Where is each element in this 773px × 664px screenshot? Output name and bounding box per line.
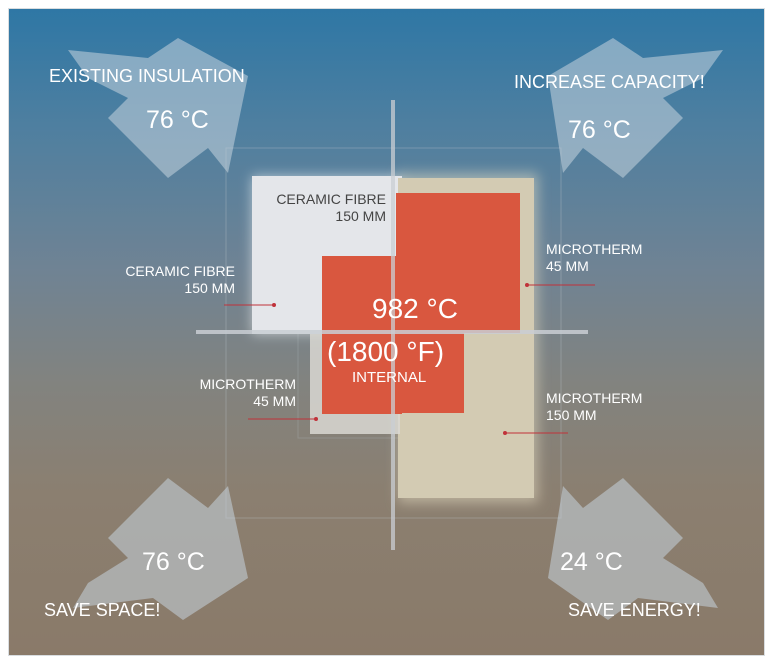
existing-insulation-title: EXISTING INSULATION	[49, 66, 245, 86]
arrow-top-left	[68, 38, 248, 178]
microtherm-left-name: MICROTHERM	[199, 376, 296, 392]
leader-lines	[224, 284, 595, 434]
ceramic-fibre-inner-thickness: 150 MM	[335, 208, 386, 224]
microtherm-right-bottom-thickness: 150 MM	[546, 407, 597, 423]
internal-temp-celsius: 982 °C	[372, 293, 458, 324]
microtherm-right-bottom-name: MICROTHERM	[546, 390, 643, 406]
ceramic-fibre-outer-name: CERAMIC FIBRE	[125, 263, 235, 279]
microtherm-right-top-thickness: 45 MM	[546, 258, 589, 274]
save-space-temp: 76 °C	[142, 548, 205, 576]
save-space-title: SAVE SPACE!	[44, 600, 161, 620]
microtherm-right-top-label: MICROTHERM 45 MM	[546, 241, 642, 275]
leader-dots	[272, 283, 529, 435]
internal-temp-fahrenheit: (1800 °F)	[327, 336, 445, 367]
internal-label: INTERNAL	[352, 369, 427, 386]
microtherm-left-label: MICROTHERM 45 MM	[158, 376, 296, 410]
microtherm-right-top-name: MICROTHERM	[546, 241, 643, 257]
save-energy-temp: 24 °C	[560, 548, 623, 576]
horizontal-divider	[196, 330, 588, 334]
ceramic-fibre-inner-name: CERAMIC FIBRE	[276, 191, 386, 207]
arrow-top-right	[548, 38, 723, 178]
hot-core-left	[322, 256, 402, 414]
increase-capacity-temp: 76 °C	[568, 116, 631, 144]
increase-capacity-title: INCREASE CAPACITY!	[514, 72, 705, 92]
existing-insulation-temp: 76 °C	[146, 106, 209, 134]
arrow-bottom-right	[548, 478, 718, 620]
ceramic-fibre-outer-thickness: 150 MM	[184, 280, 235, 296]
arrows	[68, 38, 723, 620]
diagram-graphics	[68, 38, 723, 620]
hot-core-bottom	[396, 333, 464, 413]
ceramic-fibre-outer-label: CERAMIC FIBRE 150 MM	[88, 263, 235, 297]
vertical-divider	[391, 100, 395, 550]
insulation-diagram: EXISTING INSULATION 76 °C INCREASE CAPAC…	[8, 8, 765, 656]
hot-core-top	[396, 193, 520, 333]
microtherm-right-bottom-label: MICROTHERM 150 MM	[546, 390, 642, 424]
ceramic-fibre-inner-label: CERAMIC FIBRE 150 MM	[244, 191, 386, 225]
microtherm-left-thickness: 45 MM	[253, 393, 296, 409]
arrow-bottom-left	[73, 478, 248, 620]
save-energy-title: SAVE ENERGY!	[568, 600, 701, 620]
